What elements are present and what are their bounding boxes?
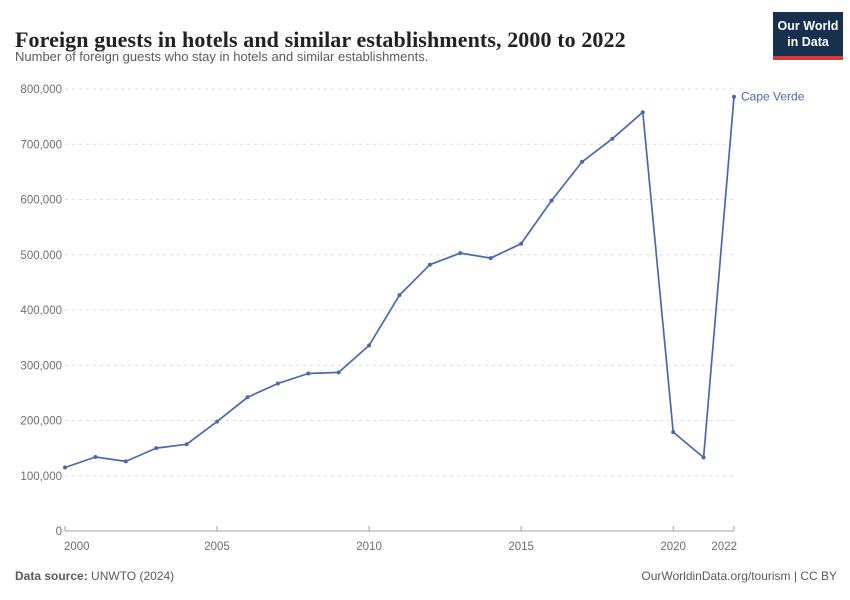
x-tick-label: 2010	[356, 541, 382, 553]
data-point[interactable]	[458, 251, 463, 256]
x-tick-label: 2022	[711, 541, 737, 553]
owid-logo[interactable]: Our World in Data	[773, 12, 843, 61]
owid-logo-accent-bar	[773, 56, 843, 61]
data-point[interactable]	[123, 459, 128, 464]
y-tick-label: 500,000	[20, 250, 62, 262]
data-point[interactable]	[519, 241, 524, 246]
x-tick-label: 2000	[64, 541, 90, 553]
data-point[interactable]	[154, 446, 159, 451]
owid-logo-box: Our World in Data	[773, 12, 843, 57]
data-point[interactable]	[215, 419, 220, 424]
chart-area: 0 100,000 200,000 300,000 400,000 500,000 600,…	[0, 80, 850, 560]
y-tick-label: 300,000	[20, 360, 62, 372]
data-point[interactable]	[275, 381, 280, 386]
data-point[interactable]	[701, 455, 706, 460]
data-point[interactable]	[610, 136, 615, 141]
data-point[interactable]	[579, 159, 584, 164]
data-point[interactable]	[93, 454, 98, 459]
data-point[interactable]	[427, 262, 432, 267]
data-point[interactable]	[640, 110, 645, 115]
y-tick-label: 100,000	[20, 471, 62, 483]
data-source: Data source: UNWTO (2024)	[15, 569, 174, 583]
x-tick-label: 2015	[508, 541, 534, 553]
data-source-value: UNWTO (2024)	[87, 569, 175, 583]
y-tick-label: 800,000	[20, 84, 62, 96]
data-point[interactable]	[732, 94, 736, 99]
owid-logo-line2: in Data	[787, 34, 829, 49]
owid-logo-line1: Our World	[777, 19, 839, 33]
data-point[interactable]	[488, 256, 493, 261]
page-subtitle: Number of foreign guests who stay in hot…	[15, 49, 429, 64]
y-tick-label: 600,000	[20, 195, 62, 207]
y-tick-label: 400,000	[20, 305, 62, 317]
y-tick-label: 200,000	[20, 416, 62, 428]
page-title: Foreign guests in hotels and similar est…	[15, 26, 626, 52]
chart-svg[interactable]: 0 100,000 200,000 300,000 400,000 500,000 600,…	[0, 80, 850, 560]
x-tick-label: 2005	[204, 541, 230, 553]
data-point[interactable]	[336, 370, 341, 375]
series-label[interactable]: Cape Verde	[741, 90, 805, 104]
data-point[interactable]	[306, 371, 311, 376]
data-point[interactable]	[397, 293, 402, 298]
data-source-label: Data source:	[15, 569, 88, 583]
data-point[interactable]	[367, 343, 372, 348]
trend-line	[64, 95, 735, 469]
y-tick-label: 0	[56, 526, 62, 538]
x-tick-label: 2020	[660, 541, 686, 553]
data-point[interactable]	[549, 198, 554, 203]
data-point[interactable]	[63, 465, 67, 470]
data-point[interactable]	[671, 430, 676, 435]
attribution-link[interactable]: OurWorldinData.org/tourism | CC BY	[641, 569, 837, 583]
data-point[interactable]	[245, 395, 250, 400]
chart-footer: Data source: UNWTO (2024) OurWorldinData…	[15, 569, 837, 583]
data-point[interactable]	[184, 442, 189, 447]
y-tick-label: 700,000	[20, 139, 62, 151]
